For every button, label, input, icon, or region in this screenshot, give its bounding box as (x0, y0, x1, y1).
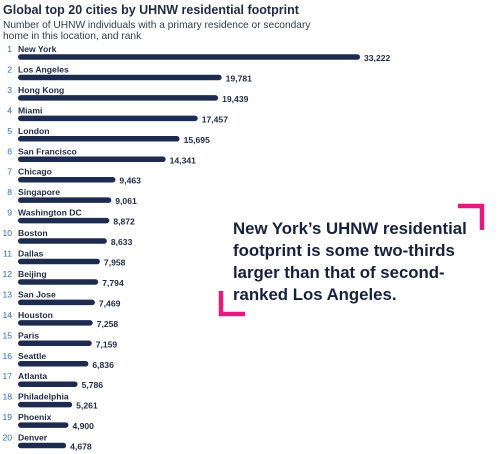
rank-label: 3 (7, 85, 12, 95)
bar (18, 442, 67, 449)
rank-label: 8 (7, 187, 12, 197)
value-label: 14,341 (170, 155, 197, 165)
bar (18, 136, 180, 142)
bar (18, 361, 89, 367)
value-label: 7,958 (104, 258, 126, 268)
bar (18, 422, 69, 428)
rank-label: 1 (7, 44, 12, 54)
bar (18, 176, 116, 183)
bar (18, 95, 219, 101)
value-label: 7,469 (99, 298, 121, 308)
value-label: 8,872 (113, 217, 135, 227)
city-label: Chicago (18, 167, 52, 177)
rank-label: 14 (2, 310, 12, 320)
value-label: 7,258 (97, 319, 119, 329)
city-label: Houston (18, 310, 53, 320)
value-label: 5,786 (82, 380, 104, 390)
rank-label: 19 (2, 412, 12, 422)
city-label: London (18, 126, 50, 136)
bar (18, 401, 73, 408)
rank-label: 20 (2, 433, 12, 443)
city-label: Miami (18, 105, 42, 115)
city-label: Los Angeles (18, 64, 69, 74)
bar (18, 238, 107, 244)
rank-label: 9 (7, 208, 12, 218)
rank-label: 10 (2, 228, 12, 238)
top-right-bracket-decoration (458, 203, 485, 230)
city-label: Phoenix (18, 412, 52, 422)
value-label: 6,836 (92, 360, 114, 370)
bar (18, 340, 92, 347)
city-label: Singapore (18, 187, 60, 197)
bar (18, 320, 93, 326)
chart-subtitle: Number of UHNW individuals with a primar… (3, 20, 311, 42)
rank-label: 18 (2, 392, 12, 402)
city-label: Seattle (18, 351, 46, 361)
bar (18, 74, 222, 81)
value-label: 7,159 (96, 339, 118, 349)
city-label: Dallas (18, 249, 44, 259)
value-label: 19,781 (226, 73, 253, 83)
bar (18, 115, 198, 122)
bar (18, 258, 100, 265)
value-label: 15,695 (184, 135, 211, 145)
city-label: Atlanta (18, 371, 47, 381)
city-label: San Jose (18, 289, 56, 299)
chart-title: Global top 20 cities by UHNW residential… (3, 3, 299, 17)
city-label: Washington DC (18, 208, 82, 218)
rank-label: 11 (3, 249, 12, 259)
bar (18, 381, 78, 387)
value-label: 5,261 (76, 401, 98, 411)
rank-label: 16 (2, 351, 12, 361)
city-label: San Francisco (18, 146, 77, 156)
city-label: New York (18, 44, 57, 54)
rank-label: 6 (7, 146, 12, 156)
callout-text: New York’s UHNW residential footprint is… (233, 219, 467, 304)
city-label: Hong Kong (18, 85, 64, 95)
value-label: 9,061 (115, 196, 137, 206)
rank-label: 15 (2, 330, 12, 340)
city-label: Philadelphia (18, 392, 69, 402)
rank-label: 4 (7, 105, 12, 115)
bar (18, 156, 166, 162)
rank-label: 17 (2, 371, 12, 381)
rank-label: 12 (2, 269, 12, 279)
bar (18, 54, 360, 60)
value-label: 9,463 (119, 176, 141, 186)
rank-label: 2 (7, 64, 12, 74)
value-label: 17,457 (202, 114, 229, 124)
rank-label: 13 (2, 289, 12, 299)
bar (18, 299, 95, 306)
city-label: Boston (18, 228, 48, 238)
city-label: Beijing (18, 269, 47, 279)
rank-label: 7 (7, 167, 12, 177)
value-label: 4,678 (70, 442, 92, 452)
rank-label: 5 (7, 126, 12, 136)
value-label: 19,439 (222, 94, 249, 104)
bottom-left-bracket-decoration (218, 291, 245, 317)
city-label: Denver (18, 433, 48, 443)
value-label: 8,633 (111, 237, 133, 247)
value-label: 4,900 (72, 421, 94, 431)
value-label: 7,794 (102, 278, 124, 288)
bar (18, 197, 112, 203)
bar (18, 217, 110, 224)
bar (18, 279, 99, 285)
value-label: 33,222 (364, 53, 391, 63)
city-label: Paris (18, 330, 39, 340)
